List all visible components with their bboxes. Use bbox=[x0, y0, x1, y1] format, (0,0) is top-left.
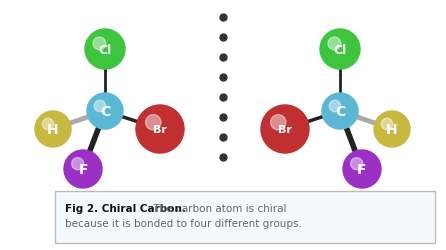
Text: H: H bbox=[47, 122, 59, 136]
Circle shape bbox=[93, 38, 106, 50]
Circle shape bbox=[320, 30, 360, 70]
Circle shape bbox=[329, 101, 341, 112]
Circle shape bbox=[87, 94, 123, 130]
Circle shape bbox=[328, 38, 341, 50]
Text: H: H bbox=[386, 122, 398, 136]
Circle shape bbox=[35, 112, 71, 148]
Text: F: F bbox=[78, 162, 88, 176]
Text: because it is bonded to four different groups.: because it is bonded to four different g… bbox=[65, 218, 302, 228]
Text: C: C bbox=[335, 104, 345, 118]
Circle shape bbox=[72, 158, 84, 170]
Circle shape bbox=[351, 158, 363, 170]
Circle shape bbox=[64, 150, 102, 188]
Text: Cl: Cl bbox=[99, 43, 112, 56]
Circle shape bbox=[343, 150, 381, 188]
Text: The carbon atom is chiral: The carbon atom is chiral bbox=[147, 203, 286, 213]
Circle shape bbox=[85, 30, 125, 70]
Circle shape bbox=[381, 119, 393, 130]
Circle shape bbox=[261, 106, 309, 154]
Circle shape bbox=[271, 115, 286, 130]
Text: Cl: Cl bbox=[333, 43, 347, 56]
Text: Fig 2. Chiral Carbon.: Fig 2. Chiral Carbon. bbox=[65, 203, 186, 213]
Text: Br: Br bbox=[153, 124, 167, 134]
Circle shape bbox=[42, 119, 54, 130]
Circle shape bbox=[322, 94, 358, 130]
Text: F: F bbox=[357, 162, 367, 176]
Circle shape bbox=[136, 106, 184, 154]
Text: Br: Br bbox=[278, 124, 292, 134]
Circle shape bbox=[145, 115, 161, 130]
FancyBboxPatch shape bbox=[55, 191, 435, 243]
Text: C: C bbox=[100, 104, 110, 118]
Circle shape bbox=[94, 101, 106, 112]
Circle shape bbox=[374, 112, 410, 148]
